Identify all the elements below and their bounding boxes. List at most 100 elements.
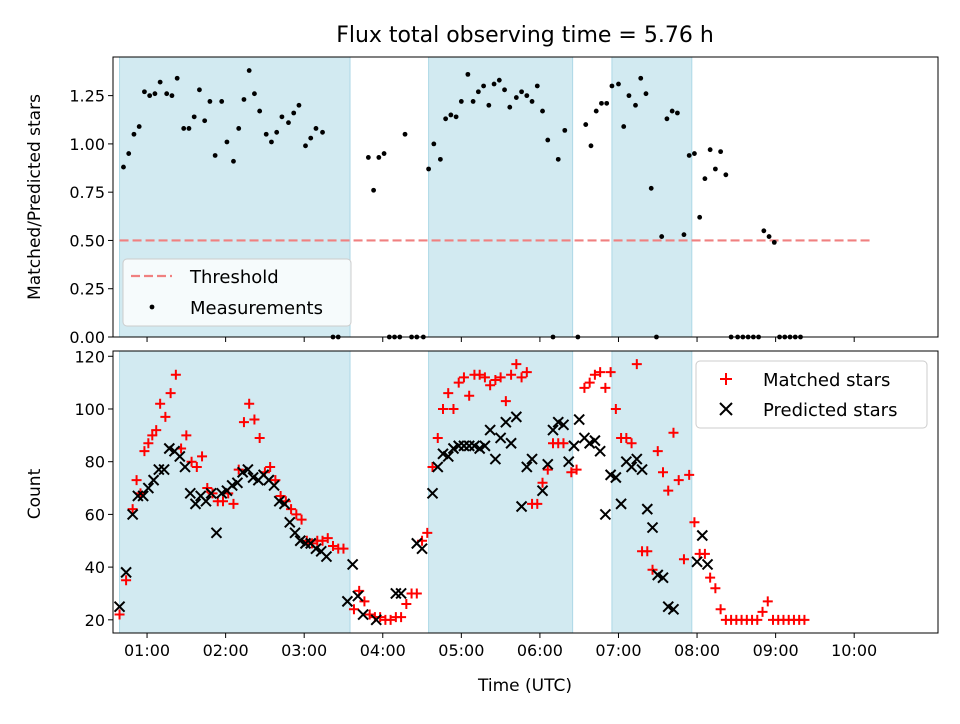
observing-window-3: [611, 350, 693, 634]
predicted-stars-point: [370, 614, 382, 626]
predicted-stars-point: [691, 556, 703, 568]
predicted-stars-point: [500, 416, 512, 428]
legend: Matched stars Predicted stars: [695, 360, 928, 429]
measurement-point: [212, 153, 218, 158]
measurement-point: [562, 127, 568, 133]
predicted-stars-point: [137, 490, 149, 502]
matched-stars-point: [359, 596, 370, 607]
panel-ratio: 0.00 0.25 0.50 0.75 1.00 1.25 Threshold Measure…: [69, 56, 939, 347]
measurement-point: [604, 100, 610, 106]
matched-stars-point: [291, 509, 302, 520]
measurement-point: [707, 147, 713, 153]
measurement-point: [712, 166, 718, 172]
measurement-point: [529, 99, 535, 104]
measurement-point: [583, 122, 589, 127]
measurement-point: [164, 91, 170, 97]
matched-stars-point: [647, 564, 658, 575]
predicted-stars-point: [357, 608, 369, 621]
measurement-point: [486, 102, 492, 108]
matched-stars-point: [296, 514, 307, 525]
matched-stars-point: [605, 367, 616, 378]
matched-stars-point: [479, 372, 490, 383]
matched-stars-point: [218, 496, 228, 507]
matched-stars-point: [558, 438, 569, 449]
predicted-stars-point: [625, 461, 638, 473]
predicted-stars-point: [242, 463, 254, 476]
predicted-stars-point: [510, 411, 523, 423]
matched-stars-point: [317, 535, 328, 546]
matched-stars-point: [532, 498, 543, 509]
matched-stars-point: [401, 599, 412, 610]
matched-stars-point: [151, 425, 162, 436]
matched-stars-point: [453, 377, 464, 388]
measurement-point: [616, 81, 621, 87]
matched-stars-point: [642, 546, 653, 557]
measurement-point: [236, 126, 242, 131]
measurement-point: [365, 155, 371, 160]
predicted-stars-point: [158, 463, 170, 476]
measurement-point: [766, 234, 772, 239]
matched-stars-point: [249, 414, 260, 425]
predicted-stars-point: [547, 424, 559, 436]
predicted-stars-point: [701, 558, 714, 571]
matched-stars-point: [121, 575, 132, 586]
matched-stars-point: [715, 604, 726, 615]
measurement-point: [147, 93, 153, 99]
measurement-point: [246, 68, 252, 73]
y-tick-label: 40: [85, 558, 105, 577]
plot-frame: [112, 56, 939, 338]
matched-stars-point: [579, 382, 590, 393]
measurement-point: [308, 135, 314, 141]
matched-stars-point: [490, 374, 501, 385]
measurement-point: [279, 114, 285, 120]
measurement-point: [702, 176, 708, 182]
x-tick-label: 04:00: [360, 641, 406, 660]
predicted-stars-point: [132, 490, 144, 502]
predicted-stars-point: [174, 450, 186, 463]
legend-label-measurements: Measurements: [190, 298, 323, 319]
measurement-point: [496, 77, 502, 83]
matched-stars-point: [684, 469, 695, 480]
matched-stars-point: [458, 372, 469, 383]
measurement-point: [426, 166, 431, 172]
measurement-point: [593, 108, 599, 114]
y-tick-label: 1.00: [69, 135, 105, 154]
measurement-point: [458, 99, 464, 104]
predicted-stars-point: [458, 440, 470, 452]
x-tick-label: 05:00: [438, 641, 484, 660]
matched-stars-point: [443, 388, 454, 399]
measurement-point: [465, 71, 471, 77]
matched-stars-point: [160, 411, 171, 422]
x-axis-label: Time (UTC): [477, 676, 572, 696]
y-tick-label: 120: [74, 347, 105, 366]
predicted-stars-point: [432, 461, 444, 473]
series-predicted-stars: [113, 411, 714, 626]
measurement-point: [643, 91, 649, 97]
x-tick-label: 10:00: [831, 641, 877, 660]
matched-stars-point: [705, 572, 716, 583]
measurement-point: [136, 124, 142, 129]
predicted-stars-point: [453, 440, 465, 452]
measurement-point: [257, 108, 263, 114]
matched-stars-point: [631, 359, 642, 370]
measurement-point: [191, 114, 197, 120]
predicted-stars-point: [589, 434, 601, 447]
predicted-stars-point: [442, 450, 454, 463]
y-tick-label: 20: [85, 611, 105, 630]
measurement-point: [664, 116, 670, 122]
matched-stars-point: [658, 467, 668, 478]
predicted-stars-point: [289, 527, 301, 539]
predicted-stars-point: [153, 463, 165, 476]
measurement-point: [534, 83, 540, 89]
measurement-point: [376, 155, 382, 160]
matched-stars-point: [571, 464, 582, 475]
matched-stars-point: [506, 369, 517, 380]
predicted-stars-point: [489, 453, 502, 465]
predicted-stars-point: [494, 432, 507, 444]
predicted-stars-point: [599, 508, 612, 521]
measurement-point: [502, 87, 507, 93]
matched-stars-point: [338, 543, 349, 554]
measurement-point: [669, 108, 675, 114]
matched-stars-point: [396, 612, 407, 623]
x-tick-label: 09:00: [753, 641, 799, 660]
